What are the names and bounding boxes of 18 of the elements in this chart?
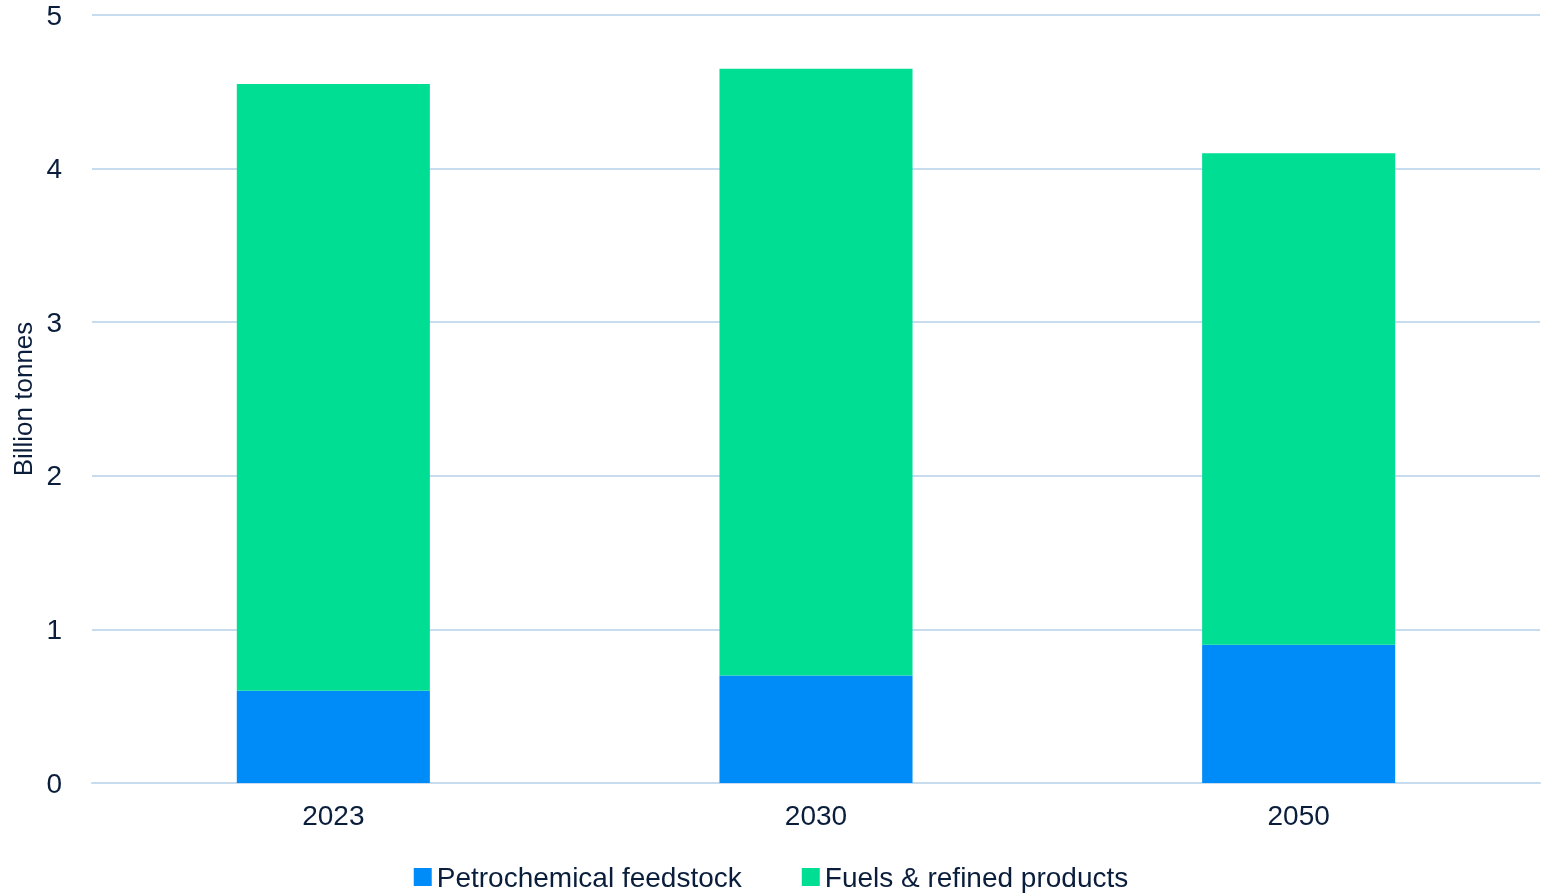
- bar: [1202, 644, 1396, 783]
- legend-label: Fuels & refined products: [824, 861, 1129, 893]
- y-tick-label: 2: [46, 460, 62, 492]
- bar: [719, 68, 913, 676]
- bar: [1202, 153, 1396, 645]
- y-tick-label: 4: [46, 153, 62, 185]
- bar: [236, 84, 430, 691]
- bar: [236, 690, 430, 783]
- x-tick-label: 2030: [784, 799, 848, 831]
- y-tick-label: 1: [46, 613, 62, 645]
- y-tick-label: 3: [46, 306, 62, 338]
- x-tick-label: 2023: [302, 799, 365, 831]
- legend-label: Petrochemical feedstock: [436, 861, 743, 893]
- y-axis-title: Billion tonnes: [7, 321, 38, 477]
- y-tick-label: 5: [46, 0, 62, 31]
- y-tick-label: 0: [46, 767, 62, 799]
- bar: [719, 675, 913, 783]
- x-tick-label: 2050: [1267, 799, 1330, 831]
